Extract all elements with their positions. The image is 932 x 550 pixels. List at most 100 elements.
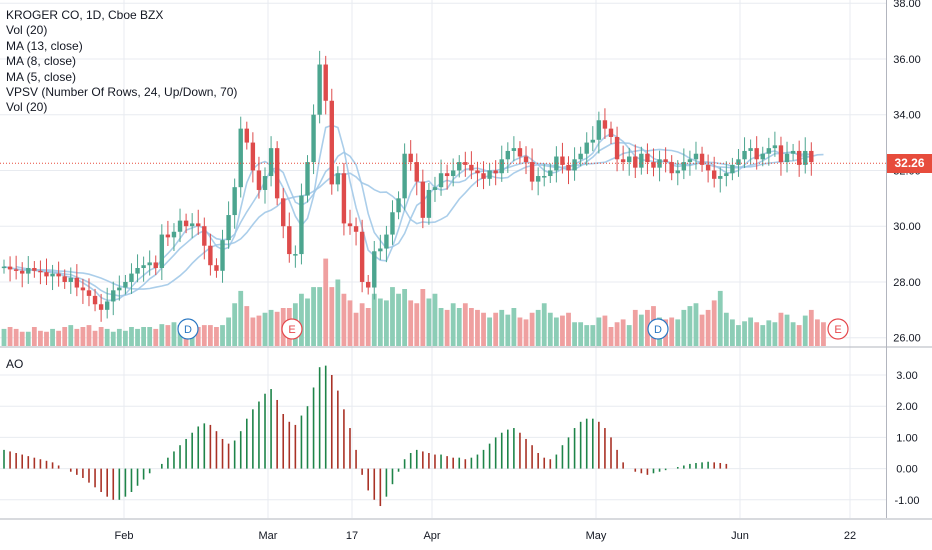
study-vpsv[interactable]: VPSV (Number Of Rows, 24, Up/Down, 70) [6, 85, 238, 100]
candle-body [341, 173, 347, 224]
ao-tick-label: -1.00 [894, 495, 919, 507]
candle-body [38, 270, 43, 273]
volume-bar [475, 309, 480, 346]
candle-body [766, 148, 772, 154]
dividend-marker[interactable]: D [177, 318, 199, 340]
volume-bar [329, 287, 335, 346]
candle-body [202, 226, 207, 246]
volume-bar [359, 303, 365, 346]
volume-bar [13, 328, 19, 346]
study-ma-5[interactable]: MA (5, close) [6, 69, 77, 84]
candle-body [560, 156, 565, 165]
study-vol-2[interactable]: Vol (20) [6, 100, 48, 115]
candle-body [457, 162, 462, 171]
volume-bar [529, 312, 535, 346]
candle-body [274, 148, 280, 199]
candle-body [790, 150, 796, 154]
candle-body [639, 153, 644, 168]
ma-8-line [3, 141, 812, 297]
earnings-marker[interactable]: E [827, 318, 849, 340]
volume-bar [1, 328, 7, 346]
volume-bar [80, 327, 86, 346]
marker-letter: E [834, 324, 841, 336]
ao-tick-label: 2.00 [896, 401, 917, 413]
volume-bar [31, 327, 37, 346]
ma-13-line [15, 148, 824, 290]
candle-body [711, 170, 717, 179]
candle-body [20, 270, 25, 274]
volume-bar [614, 322, 620, 346]
volume-bar [790, 322, 796, 346]
candle-body [736, 159, 741, 165]
candle-body [117, 287, 122, 291]
volume-bar [201, 325, 207, 346]
volume-bar [608, 327, 614, 346]
candle-body [450, 170, 456, 177]
volume-bar [717, 290, 723, 346]
candle-body [183, 220, 189, 227]
volume-bar [523, 319, 529, 346]
candle-body [487, 170, 492, 179]
candle-body [590, 139, 595, 143]
volume-bar [456, 308, 462, 346]
price-tick-label: 38.00 [893, 0, 921, 10]
volume-bar [129, 327, 134, 346]
volume-bar [396, 293, 401, 346]
volume-bar [620, 319, 626, 346]
candle-body [572, 159, 577, 171]
volume-bar [572, 322, 577, 346]
symbol-title: KROGER CO, 1D, Cboe BZX [6, 8, 164, 22]
volume-bar [487, 317, 492, 346]
volume-bar [626, 325, 632, 346]
candle-body [226, 215, 231, 241]
volume-bar [92, 330, 98, 346]
candle-body [347, 223, 353, 227]
time-tick-label: May [586, 530, 607, 542]
candle-body [305, 162, 310, 196]
candle-body [86, 290, 92, 296]
study-ma-13[interactable]: MA (13, close) [6, 38, 83, 53]
candle-body [651, 162, 656, 168]
marker-circle [647, 318, 669, 340]
volume-bar [341, 293, 347, 346]
candle-body [675, 170, 680, 174]
marker-letter: D [654, 324, 662, 336]
volume-bar [669, 317, 675, 346]
earnings-marker[interactable]: E [281, 318, 303, 340]
dividend-marker[interactable]: D [647, 318, 669, 340]
candle-body [742, 150, 747, 160]
candle-body [809, 150, 814, 163]
candle-body [511, 148, 517, 151]
candle-body [505, 150, 511, 160]
candle-body [208, 245, 213, 266]
volume-bar [98, 327, 104, 346]
candle-body [772, 145, 778, 149]
volume-bar [450, 303, 456, 346]
candle-body [129, 273, 134, 282]
candle-body [74, 277, 80, 288]
candle-body [281, 198, 286, 227]
volume-bar [274, 311, 280, 346]
ao-tick-label: 3.00 [896, 370, 917, 382]
study-vol[interactable]: Vol (20) [6, 23, 48, 38]
candle-body [244, 128, 249, 143]
volume-bar [207, 325, 213, 346]
candle-body [760, 153, 765, 160]
candle-body [135, 268, 140, 274]
volume-bar [25, 331, 31, 346]
candle-body [542, 176, 547, 178]
volume-bar [226, 317, 231, 346]
marker-letter: E [288, 324, 295, 336]
volume-bar [104, 328, 110, 346]
candle-body [92, 295, 98, 305]
volume-bar [796, 325, 802, 346]
candle-body [596, 120, 602, 140]
candle-body [268, 148, 274, 177]
study-ma-8[interactable]: MA (8, close) [6, 54, 77, 69]
candle-body [548, 170, 553, 177]
volume-bar [311, 287, 316, 346]
candle-body [214, 265, 219, 271]
candle-body [250, 142, 256, 171]
candle-body [475, 170, 480, 174]
